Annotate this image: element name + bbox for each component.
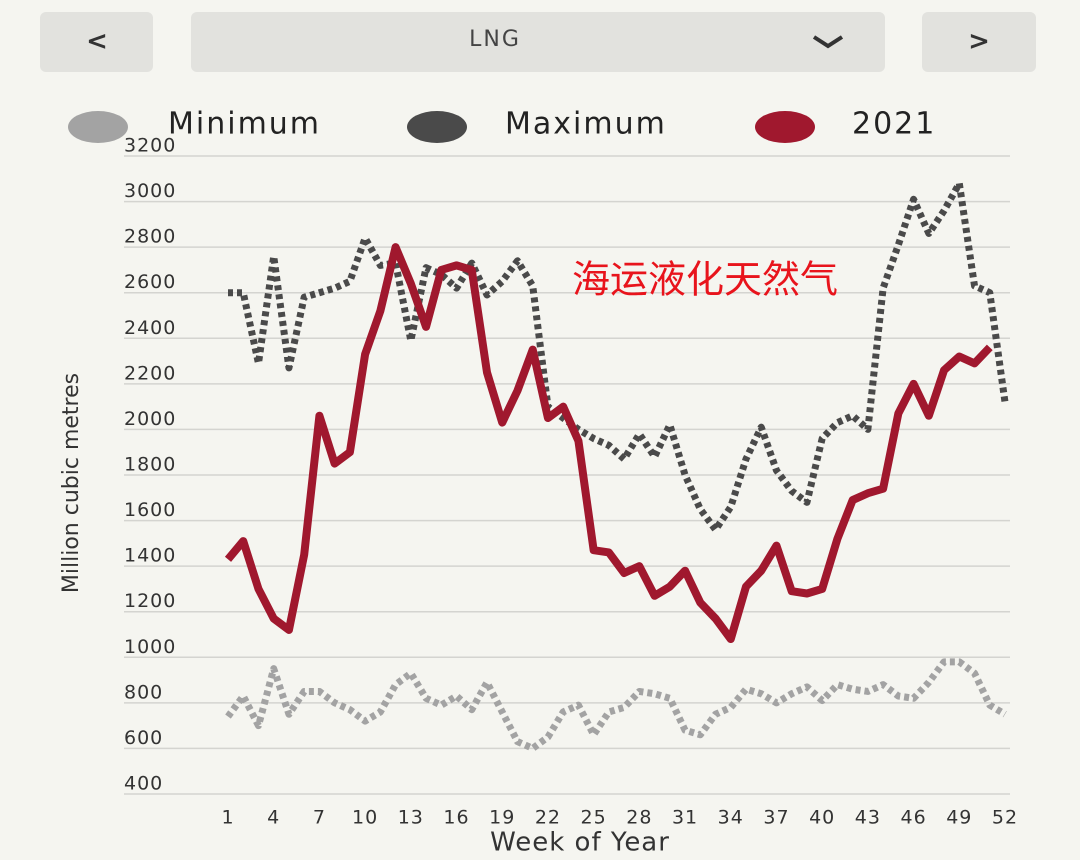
selector[interactable] (191, 12, 885, 72)
x-tick-label: 22 (535, 807, 561, 829)
x-tick-label: 25 (581, 807, 607, 829)
y-tick-label: 1000 (124, 636, 176, 658)
x-tick-label: 52 (992, 807, 1018, 829)
x-tick-label: 19 (489, 807, 515, 829)
legend-marker (407, 111, 467, 143)
x-tick-label: 4 (267, 807, 280, 829)
x-tick-label: 34 (718, 807, 744, 829)
legend-label: 2021 (852, 107, 936, 142)
series-line (225, 658, 1007, 752)
x-tick-label: 16 (443, 807, 469, 829)
y-tick-label: 2800 (124, 226, 176, 248)
x-tick-label: 31 (672, 807, 698, 829)
prev-button[interactable] (40, 12, 153, 72)
x-tick-label: 43 (855, 807, 881, 829)
legend-marker (68, 111, 128, 143)
legend-marker (755, 111, 815, 143)
dropdown-icon[interactable] (812, 35, 844, 49)
next-button[interactable] (922, 12, 1036, 72)
y-tick-label: 800 (124, 681, 163, 703)
legend-label: Minimum (168, 107, 321, 142)
x-tick-label: 46 (900, 807, 926, 829)
y-tick-label: 400 (124, 773, 163, 795)
y-tick-label: 1400 (124, 545, 176, 567)
x-tick-label: 10 (352, 807, 378, 829)
y-tick-label: 2400 (124, 317, 176, 339)
legend-label: Maximum (505, 107, 667, 142)
annotation: 海运液化天然气 (572, 258, 838, 302)
x-tick-label: 13 (398, 807, 424, 829)
x-tick-label: 1 (221, 807, 234, 829)
x-tick-label: 49 (946, 807, 972, 829)
x-tick-label: 37 (763, 807, 789, 829)
selector-label[interactable]: LNG (469, 27, 521, 52)
x-tick-label: 7 (313, 807, 326, 829)
x-tick-label: 40 (809, 807, 835, 829)
series-line (224, 243, 993, 644)
series-line (228, 179, 1009, 534)
y-tick-label: 1200 (124, 590, 176, 612)
y-tick-label: 1600 (124, 499, 176, 521)
y-tick-label: 2000 (124, 408, 176, 430)
x-axis-label: Week of Year (490, 828, 670, 858)
y-tick-label: 2600 (124, 271, 176, 293)
y-tick-label: 3200 (124, 135, 176, 157)
y-tick-label: 3000 (124, 180, 176, 202)
prev-button-label[interactable]: < (86, 27, 108, 57)
y-tick-label: 2200 (124, 362, 176, 384)
y-axis-label: Million cubic metres (59, 373, 84, 593)
y-tick-label: 1800 (124, 454, 176, 476)
y-tick-label: 600 (124, 727, 163, 749)
next-button-label[interactable]: > (968, 27, 990, 57)
x-tick-label: 28 (626, 807, 652, 829)
